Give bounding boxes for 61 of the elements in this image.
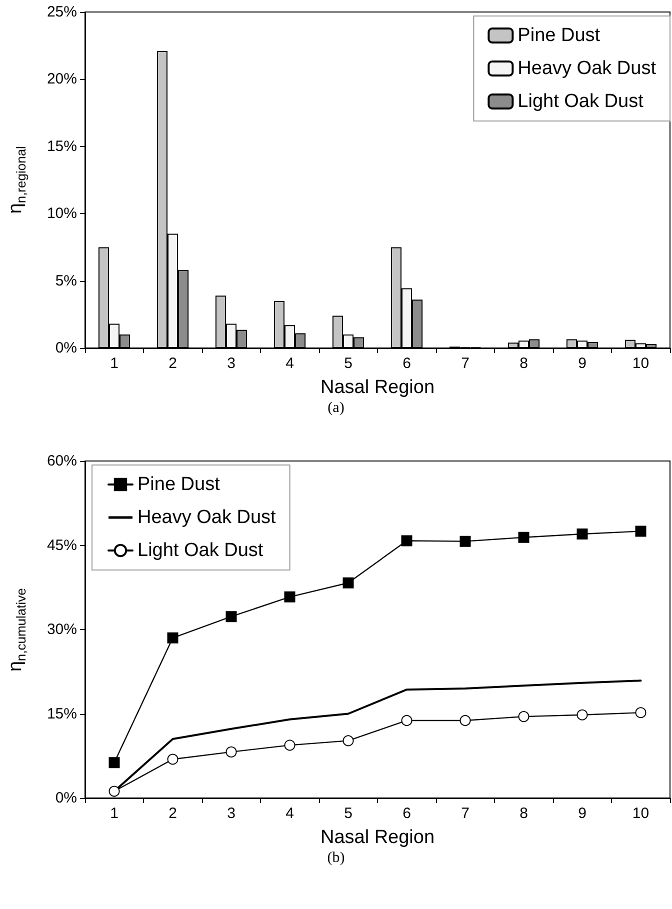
x-tick-label: 7	[461, 805, 470, 822]
text: (b)	[326, 850, 346, 867]
x-tick-label: 6	[402, 805, 411, 822]
x-tick-label: 3	[227, 355, 236, 372]
x-tick-label: 9	[578, 805, 586, 822]
y-tick-label: 15%	[46, 705, 77, 722]
point	[167, 632, 178, 644]
y-tick-label: 60%	[46, 452, 77, 470]
point	[401, 535, 412, 546]
y-tick-label: 20%	[46, 70, 77, 88]
x-tick-label: 10	[632, 355, 650, 372]
x-axis-title: Nasal Region	[320, 827, 435, 848]
x-tick-label: 3	[227, 805, 236, 822]
point	[284, 591, 296, 602]
point	[167, 754, 178, 765]
point	[108, 786, 120, 797]
point	[342, 577, 354, 588]
text: (a)	[326, 400, 346, 417]
x-tick-label: 8	[520, 805, 528, 822]
point	[460, 536, 471, 547]
x-tick-label: 5	[344, 355, 352, 372]
x-tick-label: 4	[286, 355, 294, 372]
point	[226, 611, 237, 622]
legend-label: Light Oak Dust	[518, 91, 644, 112]
legend-label: Heavy Oak Dust	[518, 58, 657, 79]
y-tick-label: 0%	[55, 790, 77, 806]
x-tick-label: 2	[168, 805, 177, 822]
point	[342, 735, 354, 746]
x-tick-label: 6	[402, 355, 411, 372]
point	[576, 709, 588, 720]
point	[108, 757, 120, 768]
x-tick-label: 2	[168, 355, 177, 372]
y-tick-label: 0%	[55, 340, 77, 356]
legend-label: Pine Dust	[138, 474, 221, 495]
y-tick-label: 10%	[46, 205, 77, 222]
x-tick-label: 8	[520, 355, 528, 372]
y-tick-label: 30%	[46, 621, 77, 638]
point	[460, 714, 471, 726]
point	[635, 707, 646, 718]
x-axis-title: Nasal Region	[320, 377, 435, 398]
legend-label: Light Oak Dust	[138, 540, 264, 561]
x-tick-label: 1	[110, 805, 118, 822]
x-tick-label: 1	[110, 355, 118, 372]
point	[284, 740, 296, 751]
point	[226, 746, 237, 758]
y-tick-label: 45%	[46, 536, 77, 554]
x-tick-label: 5	[344, 805, 352, 822]
point	[576, 528, 588, 540]
x-tick-label: 7	[461, 355, 470, 372]
point	[518, 532, 530, 543]
point	[635, 526, 646, 537]
y-tick-label: 25%	[46, 4, 77, 20]
x-tick-label: 9	[578, 355, 586, 372]
x-tick-label: 4	[286, 805, 294, 822]
point	[518, 711, 530, 722]
y-tick-label: 15%	[46, 138, 77, 155]
y-tick-label: 5%	[55, 272, 77, 290]
legend-label: Heavy Oak Dust	[138, 507, 277, 528]
point	[401, 714, 412, 726]
x-tick-label: 10	[632, 805, 650, 822]
legend-label: Pine Dust	[518, 25, 601, 46]
